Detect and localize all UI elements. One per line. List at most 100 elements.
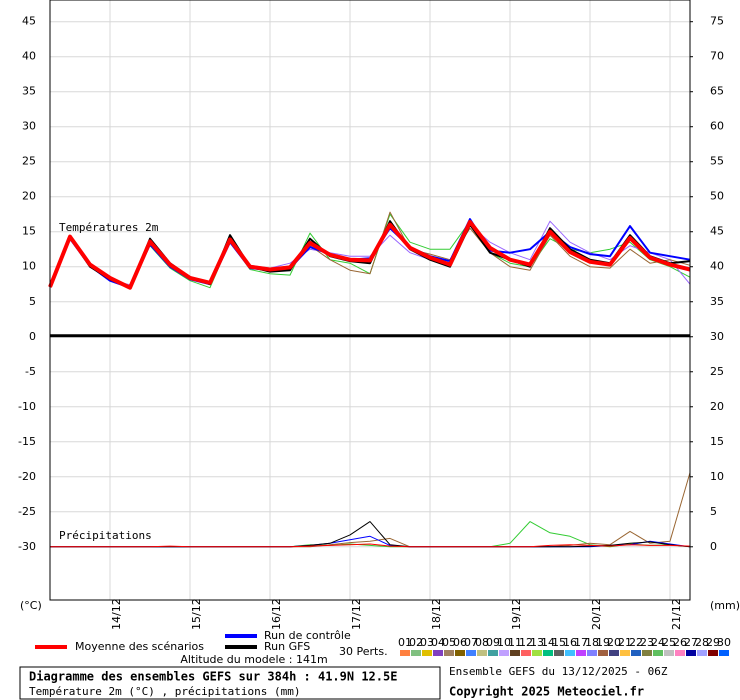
member-number: 20 bbox=[607, 636, 621, 649]
member-number: 14 bbox=[541, 636, 555, 649]
x-tick-label: 21/12 bbox=[670, 598, 683, 630]
y-tick-label: -5 bbox=[25, 365, 36, 378]
run-info: Ensemble GEFS du 13/12/2025 - 06Z bbox=[449, 665, 668, 678]
member-number: 28 bbox=[695, 636, 709, 649]
legend-label: Run de contrôle bbox=[264, 629, 351, 642]
y2-tick-label: 65 bbox=[710, 85, 724, 98]
member-number: 08 bbox=[475, 636, 489, 649]
member-swatch bbox=[433, 650, 443, 656]
member-number: 16 bbox=[563, 636, 577, 649]
y-tick-label: 35 bbox=[22, 85, 36, 98]
member-swatch bbox=[609, 650, 619, 656]
y2-tick-label: 40 bbox=[710, 260, 724, 273]
member-swatch bbox=[686, 650, 696, 656]
grid: -30 -25 -20 -15 -10 -5 0 5 10 15 20 25 30 35 40 45 0 5 10 1… bbox=[18, 0, 724, 630]
member-swatch bbox=[653, 650, 663, 656]
member-swatch bbox=[455, 650, 465, 656]
member-number: 03 bbox=[420, 636, 434, 649]
member-number: 07 bbox=[464, 636, 478, 649]
series-line bbox=[48, 219, 691, 290]
y-axis-label: (°C) bbox=[20, 599, 42, 612]
member-swatch bbox=[675, 650, 685, 656]
y2-tick-label: 70 bbox=[710, 50, 724, 63]
member-number: 09 bbox=[486, 636, 500, 649]
x-tick-label: 18/12 bbox=[430, 598, 443, 630]
precipitation-label: Précipitations bbox=[59, 529, 152, 542]
member-swatch bbox=[719, 650, 729, 656]
y-tick-label: 15 bbox=[22, 225, 36, 238]
x-tick-label: 16/12 bbox=[270, 598, 283, 630]
legend-label: Run GFS bbox=[264, 640, 310, 653]
y2-axis-label: (mm) bbox=[710, 599, 740, 612]
member-swatch bbox=[488, 650, 498, 656]
member-number: 01 bbox=[398, 636, 412, 649]
y2-tick-label: 0 bbox=[710, 540, 717, 553]
member-number: 23 bbox=[640, 636, 654, 649]
y2-tick-label: 10 bbox=[710, 470, 724, 483]
altitude: Altitude du modele : 141m bbox=[180, 653, 327, 666]
y-tick-label: 30 bbox=[22, 120, 36, 133]
y-tick-label: -25 bbox=[18, 505, 36, 518]
x-tick-label: 14/12 bbox=[110, 598, 123, 630]
member-swatch bbox=[620, 650, 630, 656]
member-swatch bbox=[708, 650, 718, 656]
member-swatch bbox=[444, 650, 454, 656]
member-swatch bbox=[466, 650, 476, 656]
member-swatch bbox=[532, 650, 542, 656]
member-swatch bbox=[664, 650, 674, 656]
member-number: 27 bbox=[684, 636, 698, 649]
x-tick-label: 17/12 bbox=[350, 598, 363, 630]
member-swatch bbox=[400, 650, 410, 656]
copyright: Copyright 2025 Meteociel.fr bbox=[449, 685, 644, 699]
member-swatch bbox=[477, 650, 487, 656]
y-tick-label: 10 bbox=[22, 260, 36, 273]
y-tick-label: -30 bbox=[18, 540, 36, 553]
y2-tick-label: 20 bbox=[710, 400, 724, 413]
footer-subtitle: Température 2m (°C) , précipitations (mm… bbox=[29, 685, 301, 698]
y2-tick-label: 5 bbox=[710, 505, 717, 518]
y-tick-label: 45 bbox=[22, 15, 36, 28]
member-number: 11 bbox=[508, 636, 522, 649]
member-number: 22 bbox=[629, 636, 643, 649]
member-number: 25 bbox=[662, 636, 676, 649]
x-tick-label: 19/12 bbox=[510, 598, 523, 630]
member-swatch bbox=[521, 650, 531, 656]
member-swatch bbox=[411, 650, 421, 656]
y2-tick-label: 50 bbox=[710, 190, 724, 203]
member-swatch bbox=[422, 650, 432, 656]
footer-title: Diagramme des ensembles GEFS sur 384h : … bbox=[29, 670, 397, 684]
y-tick-label: 40 bbox=[22, 50, 36, 63]
member-swatch bbox=[587, 650, 597, 656]
y-tick-label: 0 bbox=[29, 330, 36, 343]
member-number: 24 bbox=[651, 636, 665, 649]
footer-box bbox=[19, 666, 441, 700]
member-number: 21 bbox=[618, 636, 632, 649]
x-tick-label: 15/12 bbox=[190, 598, 203, 630]
x-tick-label: 20/12 bbox=[590, 598, 603, 630]
member-number: 29 bbox=[706, 636, 720, 649]
y-tick-label: 25 bbox=[22, 155, 36, 168]
member-swatch bbox=[697, 650, 707, 656]
member-swatch bbox=[510, 650, 520, 656]
member-number: 06 bbox=[453, 636, 467, 649]
member-number: 15 bbox=[552, 636, 566, 649]
member-number: 05 bbox=[442, 636, 456, 649]
member-number: 30 bbox=[717, 636, 731, 649]
member-number: 10 bbox=[497, 636, 511, 649]
plot-lines bbox=[48, 211, 691, 548]
y-tick-label: -20 bbox=[18, 470, 36, 483]
member-number: 04 bbox=[431, 636, 445, 649]
member-number: 17 bbox=[574, 636, 588, 649]
y2-tick-label: 75 bbox=[710, 15, 724, 28]
legend-label: Moyenne des scénarios bbox=[75, 640, 204, 653]
plot-frame bbox=[49, 0, 691, 601]
y-tick-label: -15 bbox=[18, 435, 36, 448]
y2-tick-label: 15 bbox=[710, 435, 724, 448]
y2-tick-label: 25 bbox=[710, 365, 724, 378]
member-swatch bbox=[554, 650, 564, 656]
member-swatch bbox=[565, 650, 575, 656]
y2-tick-label: 45 bbox=[710, 225, 724, 238]
